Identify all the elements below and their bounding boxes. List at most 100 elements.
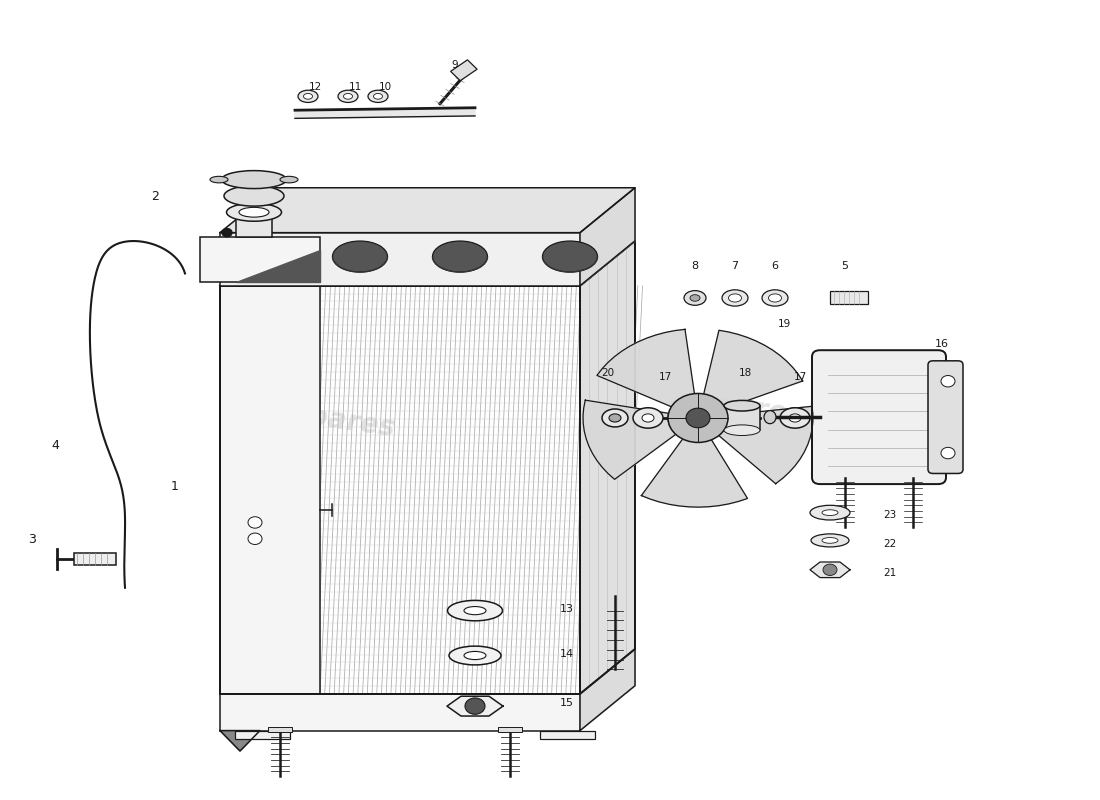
Polygon shape: [641, 438, 748, 507]
Ellipse shape: [464, 606, 486, 614]
FancyBboxPatch shape: [812, 350, 946, 484]
Ellipse shape: [432, 241, 487, 272]
Ellipse shape: [609, 414, 622, 422]
Text: 3: 3: [29, 533, 36, 546]
Ellipse shape: [780, 408, 810, 428]
Text: 13: 13: [560, 604, 574, 614]
Circle shape: [823, 564, 837, 575]
Bar: [220, 233, 580, 286]
Circle shape: [940, 447, 955, 458]
Ellipse shape: [722, 290, 748, 306]
Polygon shape: [580, 241, 635, 694]
Text: 17: 17: [659, 371, 672, 382]
Text: 8: 8: [692, 262, 698, 271]
Polygon shape: [718, 406, 813, 484]
Ellipse shape: [602, 409, 628, 427]
Ellipse shape: [724, 425, 760, 435]
Ellipse shape: [542, 241, 597, 272]
Ellipse shape: [642, 414, 654, 422]
Ellipse shape: [280, 176, 298, 183]
Polygon shape: [220, 241, 635, 286]
Bar: [74, 554, 116, 565]
Text: 16: 16: [935, 339, 949, 349]
Ellipse shape: [822, 538, 838, 543]
Polygon shape: [583, 400, 676, 479]
Circle shape: [248, 517, 262, 528]
Ellipse shape: [449, 646, 500, 665]
Text: 12: 12: [308, 82, 321, 92]
Polygon shape: [580, 649, 635, 730]
Text: 4: 4: [51, 439, 59, 452]
Ellipse shape: [210, 176, 228, 183]
Bar: [498, 727, 522, 732]
Ellipse shape: [811, 534, 849, 547]
Ellipse shape: [304, 94, 312, 99]
Ellipse shape: [374, 94, 383, 99]
Polygon shape: [447, 696, 503, 716]
Ellipse shape: [343, 94, 352, 99]
Ellipse shape: [762, 290, 788, 306]
Circle shape: [668, 394, 728, 442]
Circle shape: [940, 375, 955, 387]
Ellipse shape: [239, 207, 270, 217]
Ellipse shape: [368, 90, 388, 102]
Text: 18: 18: [738, 367, 751, 378]
Ellipse shape: [822, 510, 838, 515]
Polygon shape: [220, 188, 635, 233]
Ellipse shape: [227, 203, 282, 222]
Text: 15: 15: [560, 698, 574, 708]
Polygon shape: [810, 562, 850, 578]
Text: 20: 20: [602, 367, 615, 378]
Ellipse shape: [789, 414, 801, 422]
Ellipse shape: [724, 401, 760, 411]
Text: 1: 1: [172, 480, 179, 493]
Ellipse shape: [764, 410, 776, 424]
Polygon shape: [580, 188, 635, 286]
Circle shape: [222, 229, 232, 237]
Circle shape: [248, 533, 262, 545]
Ellipse shape: [298, 90, 318, 102]
Ellipse shape: [684, 290, 706, 306]
Circle shape: [465, 698, 485, 714]
Text: 9: 9: [452, 60, 459, 70]
Ellipse shape: [338, 90, 358, 102]
Polygon shape: [597, 330, 694, 407]
Text: 17: 17: [793, 371, 806, 382]
Polygon shape: [295, 108, 475, 118]
Polygon shape: [704, 330, 803, 408]
Ellipse shape: [448, 601, 503, 621]
Polygon shape: [220, 730, 260, 751]
Bar: [235, 730, 290, 738]
Circle shape: [686, 408, 710, 428]
Text: 2: 2: [151, 190, 158, 203]
Text: 21: 21: [883, 567, 896, 578]
Ellipse shape: [769, 294, 781, 302]
FancyBboxPatch shape: [928, 361, 962, 474]
Text: 7: 7: [732, 262, 738, 271]
Text: eurospares: eurospares: [219, 390, 397, 442]
Bar: [236, 216, 272, 237]
Bar: [268, 727, 292, 732]
Ellipse shape: [728, 294, 741, 302]
Ellipse shape: [221, 170, 286, 189]
Bar: [451, 60, 477, 81]
Text: 6: 6: [771, 262, 779, 271]
Bar: [220, 286, 320, 694]
Text: 23: 23: [883, 510, 896, 520]
Ellipse shape: [632, 408, 663, 428]
Ellipse shape: [810, 506, 850, 520]
Bar: [540, 730, 595, 738]
Text: 10: 10: [378, 82, 392, 92]
Ellipse shape: [464, 651, 486, 659]
Text: 14: 14: [560, 649, 574, 659]
Text: 5: 5: [842, 262, 848, 271]
Text: 19: 19: [778, 318, 791, 329]
Bar: [200, 237, 320, 282]
Bar: [724, 406, 760, 430]
Polygon shape: [236, 250, 320, 282]
Bar: [220, 286, 580, 694]
Ellipse shape: [332, 241, 387, 272]
Text: 22: 22: [883, 539, 896, 549]
Bar: [220, 694, 580, 730]
Ellipse shape: [690, 294, 700, 302]
